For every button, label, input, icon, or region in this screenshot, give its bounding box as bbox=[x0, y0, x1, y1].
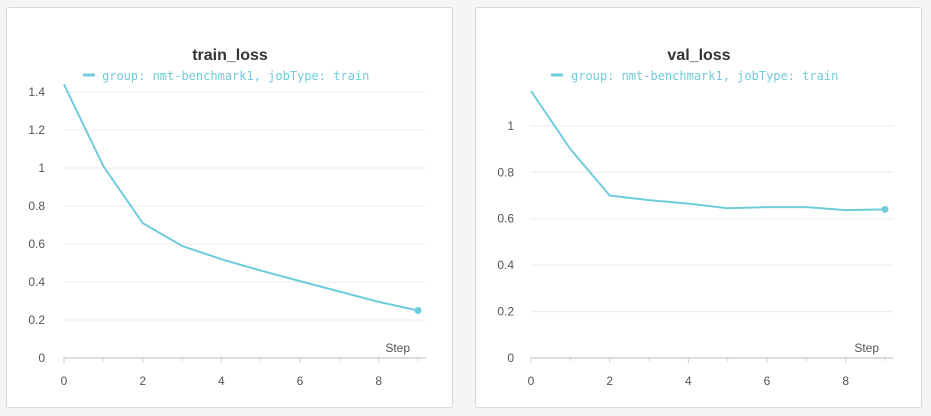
x-tick-label: 0 bbox=[528, 374, 535, 388]
y-tick-label: 1.2 bbox=[28, 123, 45, 137]
chart-title: train_loss bbox=[192, 47, 268, 64]
y-tick-label: 0.8 bbox=[497, 165, 514, 179]
legend: group: nmt-benchmark1, jobType: train bbox=[83, 69, 369, 83]
y-tick-label: 0.4 bbox=[28, 275, 45, 289]
val-loss-chart: val_loss group: nmt-benchmark1, jobType:… bbox=[497, 47, 893, 388]
legend-label: group: nmt-benchmark1, jobType: train bbox=[571, 69, 838, 83]
chart-panel-train-loss: train_loss group: nmt-benchmark1, jobTyp… bbox=[6, 7, 453, 408]
y-tick-label: 1 bbox=[38, 161, 45, 175]
y-tick-label: 1 bbox=[507, 119, 514, 133]
x-tick-label: 6 bbox=[764, 374, 771, 388]
y-tick-label: 1.4 bbox=[28, 85, 45, 99]
chart-panel-val-loss: val_loss group: nmt-benchmark1, jobType:… bbox=[475, 7, 922, 408]
y-tick-label: 0.2 bbox=[497, 305, 514, 319]
train-loss-chart: train_loss group: nmt-benchmark1, jobTyp… bbox=[28, 47, 426, 388]
chart-title: val_loss bbox=[667, 47, 730, 64]
series-last-point bbox=[881, 205, 889, 213]
x-tick-label: 6 bbox=[297, 374, 304, 388]
x-tick-label: 2 bbox=[606, 374, 613, 388]
y-tick-label: 0.2 bbox=[28, 313, 45, 327]
series-last-point bbox=[414, 307, 422, 314]
x-tick-label: 8 bbox=[842, 374, 849, 388]
y-tick-label: 0 bbox=[38, 351, 45, 365]
x-tick-label: 4 bbox=[218, 374, 225, 388]
x-tick-label: 8 bbox=[375, 374, 382, 388]
series-line bbox=[530, 90, 886, 212]
x-tick-label: 2 bbox=[139, 374, 146, 388]
y-tick-label: 0.4 bbox=[497, 258, 514, 272]
y-tick-label: 0.8 bbox=[28, 199, 45, 213]
legend-label: group: nmt-benchmark1, jobType: train bbox=[102, 69, 369, 83]
series-line bbox=[63, 83, 419, 312]
legend: group: nmt-benchmark1, jobType: train bbox=[551, 69, 838, 83]
x-axis-title: Step bbox=[854, 341, 879, 355]
x-tick-label: 4 bbox=[685, 374, 692, 388]
y-tick-label: 0 bbox=[507, 351, 514, 365]
y-tick-label: 0.6 bbox=[497, 212, 514, 226]
x-tick-label: 0 bbox=[61, 374, 68, 388]
x-axis-title: Step bbox=[385, 341, 410, 355]
y-tick-label: 0.6 bbox=[28, 237, 45, 251]
